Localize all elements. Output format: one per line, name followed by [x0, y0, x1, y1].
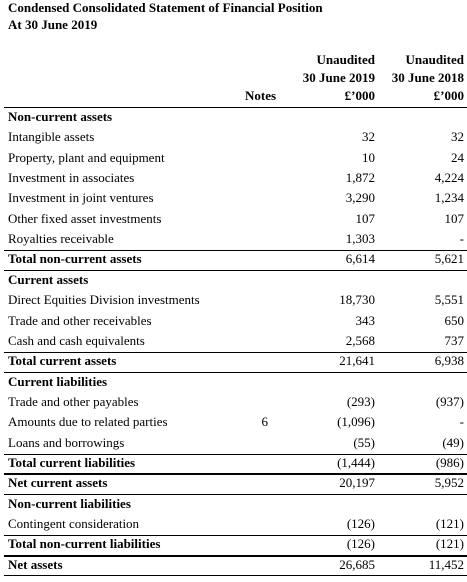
- value-2019: (55): [353, 434, 375, 450]
- value-2018: 24: [451, 149, 464, 165]
- value-2019: 107: [355, 210, 376, 226]
- row-label: Investment in joint ventures: [8, 190, 154, 206]
- row-label: Non-current liabilities: [8, 495, 131, 511]
- value-2019: 18,730: [339, 292, 375, 308]
- rule: [4, 371, 467, 373]
- value-2019: 10: [362, 149, 375, 165]
- value-2018: 6,938: [434, 353, 464, 369]
- rule: [4, 250, 467, 252]
- rule: [4, 107, 467, 108]
- rule: [4, 352, 467, 354]
- value-2018: (121): [435, 516, 464, 531]
- value-2018: (121): [435, 536, 464, 552]
- value-2018: 650: [444, 312, 465, 328]
- row-label: Current liabilities: [8, 373, 108, 389]
- row-label: Amounts due to related parties: [8, 414, 168, 430]
- row-label: Net assets: [8, 556, 63, 572]
- value-2019: (1,444): [337, 454, 375, 470]
- rule: [4, 554, 467, 556]
- subtitle: At 30 June 2019: [8, 17, 98, 32]
- rule: [4, 453, 467, 455]
- rule: [4, 474, 467, 476]
- row-label: Total current liabilities: [8, 454, 136, 470]
- row-label: Cash and cash equivalents: [8, 332, 145, 348]
- value-2019: (1,096): [337, 414, 375, 430]
- row-label: Contingent consideration: [8, 516, 140, 531]
- value-2019: 3,290: [345, 190, 375, 206]
- title: Condensed Consolidated Statement of Fina…: [8, 0, 323, 15]
- value-2019: (293): [346, 393, 375, 409]
- column-header: Unaudited: [316, 52, 375, 67]
- row-label: Non-current assets: [8, 109, 113, 124]
- value-2019: 1,872: [345, 170, 375, 186]
- value-2018: 737: [444, 332, 465, 348]
- value-2018: (937): [435, 393, 464, 409]
- column-header: £’000: [433, 88, 464, 103]
- column-header: £’000: [344, 88, 375, 103]
- row-label: Investment in associates: [8, 170, 135, 186]
- value-2019: 2,568: [345, 332, 375, 348]
- row-label: Total non-current assets: [8, 251, 142, 267]
- rule: [4, 535, 467, 537]
- row-label: Trade and other payables: [8, 393, 139, 409]
- value-2018: 107: [444, 210, 465, 226]
- rule: [4, 473, 467, 475]
- value-2019: 20,197: [339, 475, 375, 491]
- value-2018: 5,621: [434, 251, 464, 267]
- rule: [4, 575, 467, 577]
- row-label: Royalties receivable: [8, 231, 114, 247]
- value-2018: 5,952: [434, 475, 464, 491]
- value-2019: (126): [346, 516, 375, 531]
- column-header: 30 June 2018: [391, 70, 464, 85]
- column-header: 30 June 2019: [302, 70, 375, 85]
- row-label: Total current assets: [8, 353, 117, 369]
- row-label: Property, plant and equipment: [8, 149, 165, 165]
- value-2019: 21,641: [339, 353, 375, 369]
- row-label: Intangible assets: [8, 129, 95, 145]
- value-2018: -: [459, 414, 464, 430]
- value-2019: 6,614: [345, 251, 375, 267]
- rule: [4, 493, 467, 495]
- value-2019: (126): [346, 536, 375, 552]
- row-notes: 6: [261, 414, 269, 430]
- rule: [4, 555, 467, 557]
- value-2018: (986): [435, 454, 464, 470]
- value-2018: (49): [442, 434, 464, 450]
- value-2018: 5,551: [434, 292, 464, 308]
- rule: [4, 269, 467, 271]
- row-label: Trade and other receivables: [8, 312, 152, 328]
- value-2018: 4,224: [434, 170, 464, 186]
- notes-header: Notes: [245, 88, 277, 103]
- column-header: Unaudited: [405, 52, 464, 67]
- value-2019: 1,303: [345, 231, 375, 247]
- value-2019: 343: [355, 312, 376, 328]
- value-2018: 11,452: [428, 556, 464, 572]
- row-label: Direct Equities Division investments: [8, 292, 200, 308]
- value-2019: 26,685: [339, 556, 375, 572]
- row-label: Net current assets: [8, 475, 108, 491]
- value-2018: 1,234: [434, 190, 464, 206]
- row-label: Current assets: [8, 271, 89, 287]
- row-label: Total non-current liabilities: [8, 536, 161, 552]
- value-2019: 32: [362, 129, 375, 145]
- value-2018: 32: [451, 129, 464, 145]
- value-2018: -: [459, 231, 464, 247]
- row-label: Other fixed asset investments: [8, 210, 162, 226]
- row-label: Loans and borrowings: [8, 434, 125, 450]
